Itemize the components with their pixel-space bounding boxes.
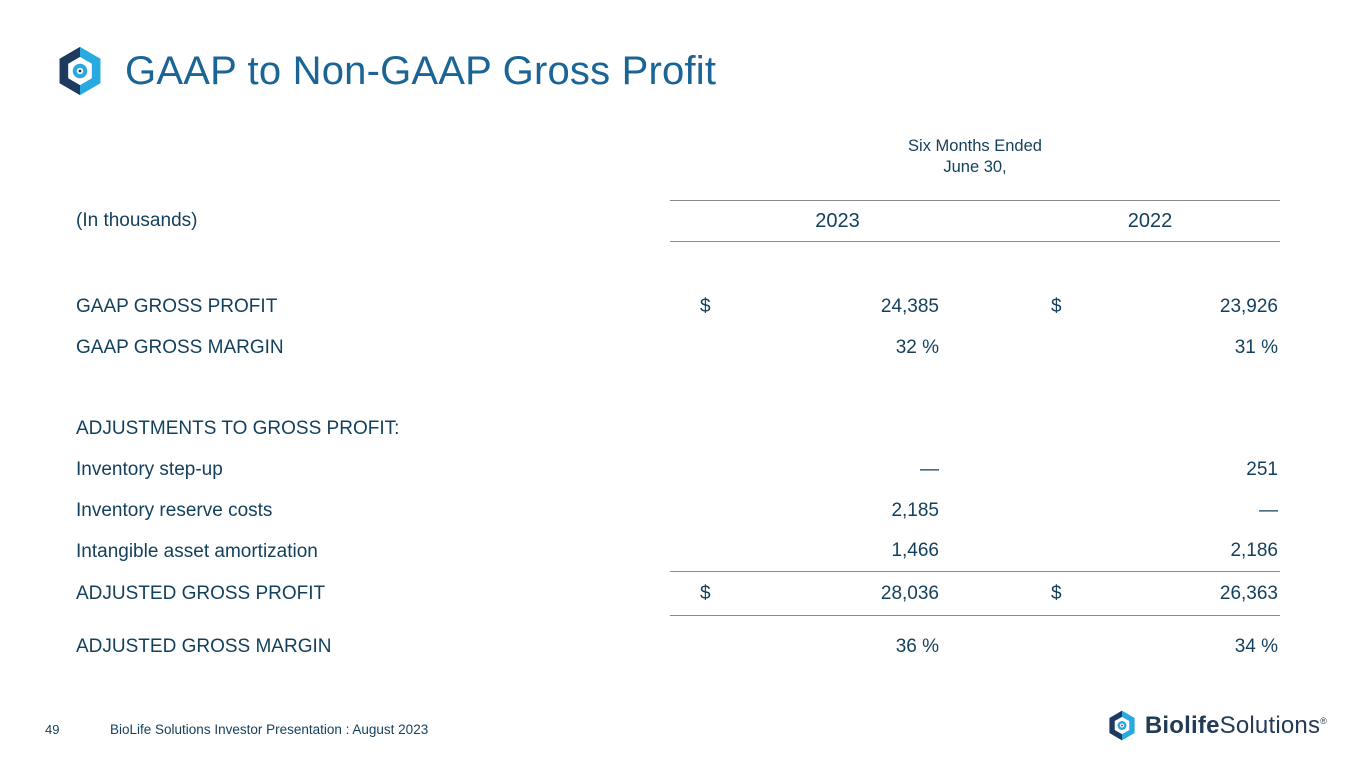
value-2023: 32 % <box>895 336 939 358</box>
period-header-line2: June 30, <box>943 158 1007 176</box>
value-2023: 28,036 <box>880 582 939 604</box>
spacer <box>76 242 1280 286</box>
period-header-line1: Six Months Ended <box>908 137 1042 155</box>
table-section-row: ADJUSTMENTS TO GROSS PROFIT: <box>76 408 1280 449</box>
value-2023: 1,466 <box>891 540 939 561</box>
value-2023: 36 % <box>895 635 939 657</box>
table-row: GAAP GROSS PROFIT $ 24,385 $ 23,926 <box>76 286 1280 327</box>
currency-symbol: $ <box>1051 295 1062 317</box>
value-2022: 251 <box>1246 458 1278 480</box>
row-label: Intangible asset amortization <box>76 540 318 562</box>
section-label: ADJUSTMENTS TO GROSS PROFIT: <box>76 417 400 439</box>
logo-text-biolife: Biolife <box>1144 711 1220 739</box>
column-header-2023: 2023 <box>815 209 860 232</box>
table-row: ADJUSTED GROSS MARGIN 36 % 34 % <box>76 626 1280 667</box>
value-2022: 31 % <box>1234 336 1278 358</box>
value-2022: 26,363 <box>1219 582 1278 604</box>
column-header-2022: 2022 <box>1127 209 1173 232</box>
footer-caption: BioLife Solutions Investor Presentation … <box>110 722 429 737</box>
value-2022: 23,926 <box>1219 295 1278 317</box>
biolife-hexagon-icon <box>59 46 101 96</box>
currency-symbol: $ <box>700 295 711 317</box>
biolife-hexagon-icon <box>1109 710 1135 741</box>
biolife-solutions-logo: BiolifeSolutions® <box>1108 710 1327 741</box>
table-row: Inventory reserve costs 2,185 — <box>76 490 1280 531</box>
table-row: Inventory step-up — 251 <box>76 449 1280 490</box>
table-row: Intangible asset amortization 1,466 2,18… <box>76 531 1280 572</box>
table-header-row: (In thousands) 2023 2022 <box>76 200 1280 242</box>
row-label: Inventory reserve costs <box>76 499 273 521</box>
page-title: GAAP to Non-GAAP Gross Profit <box>125 48 717 93</box>
logo-text-solutions: Solutions <box>1219 711 1321 739</box>
value-2023: 2,185 <box>891 499 939 521</box>
gross-profit-table: Six Months Ended June 30, (In thousands)… <box>76 136 1280 667</box>
value-2023: — <box>920 458 939 480</box>
currency-symbol: $ <box>1051 582 1062 604</box>
row-label: Inventory step-up <box>76 458 223 480</box>
table-row: ADJUSTED GROSS PROFIT $ 28,036 $ 26,363 <box>76 572 1280 616</box>
units-label: (In thousands) <box>76 210 198 231</box>
logo-wordmark: BiolifeSolutions® <box>1145 712 1327 740</box>
row-label: GAAP GROSS MARGIN <box>76 336 284 358</box>
row-label: GAAP GROSS PROFIT <box>76 295 278 317</box>
row-label: ADJUSTED GROSS PROFIT <box>76 583 326 604</box>
registered-trademark-symbol: ® <box>1320 715 1327 726</box>
value-2022: — <box>1259 499 1278 521</box>
value-2022: 34 % <box>1234 635 1278 657</box>
currency-symbol: $ <box>700 582 711 604</box>
year-columns: 2023 2022 <box>670 200 1280 242</box>
period-header: Six Months Ended June 30, <box>670 136 1280 178</box>
page-number: 49 <box>45 722 60 737</box>
slide-header: GAAP to Non-GAAP Gross Profit <box>57 46 716 96</box>
table-row: GAAP GROSS MARGIN 32 % 31 % <box>76 327 1280 368</box>
value-2023: 24,385 <box>880 295 939 317</box>
row-label: ADJUSTED GROSS MARGIN <box>76 635 332 657</box>
spacer <box>76 368 1280 408</box>
value-2022: 2,186 <box>1230 540 1278 561</box>
